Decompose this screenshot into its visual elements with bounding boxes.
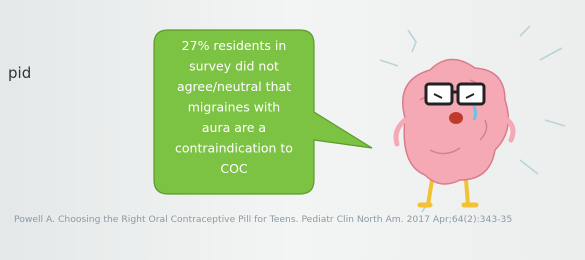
slide-photo: 27% residents in survey did not agree/neut… (0, 0, 585, 260)
callout-line: contraindication to (175, 141, 293, 156)
brain-character (396, 59, 513, 205)
callout-line: COC (220, 161, 248, 176)
callout-line: 27% residents in (182, 38, 287, 53)
callout-line: migraines with (188, 100, 280, 115)
callout-line: agree/neutral that (177, 79, 291, 94)
callout-line: survey did not (189, 59, 279, 74)
callout-text: 27% residents in survey did not agree/neut… (175, 38, 293, 176)
cut-off-text: pid (8, 64, 31, 82)
citation: Powell A. Choosing the Right Oral Contra… (14, 214, 512, 225)
callout-line: aura are a (202, 120, 266, 135)
